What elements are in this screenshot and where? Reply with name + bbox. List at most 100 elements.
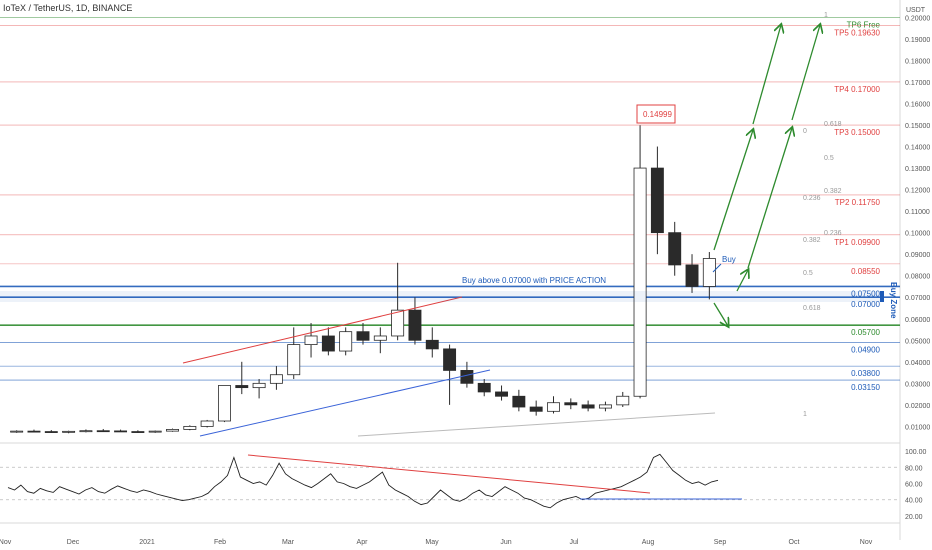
fib-label: 1 (824, 12, 828, 19)
y-tick-label: 0.02000 (905, 403, 930, 410)
candle-body (356, 331, 370, 341)
candle-body (252, 382, 266, 389)
candle-body (287, 344, 301, 376)
y-tick-label: 0.11000 (905, 209, 930, 216)
buy-zone-label: Buy Zone (889, 282, 898, 319)
x-tick-label: Nov (860, 539, 873, 546)
target-arrow (752, 25, 781, 125)
rsi-tick-label: 60.00 (905, 482, 923, 489)
target-arrow (791, 25, 820, 121)
fib-label: 0.382 (803, 237, 821, 244)
y-tick-label: 0.15000 (905, 123, 930, 130)
candle-body (200, 420, 214, 427)
x-tick-label: Feb (214, 539, 226, 546)
candle-body (547, 402, 560, 412)
level-label: TP4 0.17000 (834, 85, 880, 94)
x-tick-label: Jul (570, 539, 579, 546)
down-arrow (713, 302, 728, 326)
rsi-tick-label: 20.00 (905, 514, 923, 521)
x-tick-label: Apr (357, 539, 369, 546)
candle-body (512, 395, 526, 408)
rsi-tick-label: 40.00 (905, 498, 923, 505)
lower-trendline (199, 369, 491, 437)
candle-body (44, 431, 58, 433)
candle-body (495, 391, 508, 397)
level-label: TP6 Free (847, 20, 881, 29)
candle-body (564, 402, 578, 406)
buy-zone-marker (880, 291, 884, 302)
level-label: 0.03800 (851, 369, 880, 378)
candle-body (650, 167, 664, 234)
rsi-line (7, 453, 719, 509)
level-label: 0.05700 (851, 328, 880, 337)
candle-body (616, 395, 630, 406)
fib-base-line (357, 412, 716, 437)
x-tick-label: Dec (67, 539, 80, 546)
x-tick-label: Nov (0, 539, 12, 546)
candle-body (373, 335, 387, 341)
y-tick-label: 0.13000 (905, 166, 930, 173)
candle-body (668, 232, 682, 266)
chart-title: IoTeX / TetherUS, 1D, BINANCE (3, 3, 133, 13)
y-tick-label: 0.04000 (905, 360, 930, 367)
x-tick-label: Sep (714, 539, 727, 546)
peak-label: 0.14999 (643, 110, 672, 119)
y-tick-label: 0.18000 (905, 58, 930, 65)
candle-body (114, 430, 128, 433)
y-tick-label: 0.01000 (905, 424, 930, 431)
candle-body (529, 406, 543, 412)
level-label: 0.07000 (851, 300, 880, 309)
candle-body (391, 309, 405, 337)
y-tick-label: 0.08000 (905, 274, 930, 281)
y-tick-label: 0.03000 (905, 381, 930, 388)
rsi-pane: 100.00 80.00 60.00 40.00 20.00 (0, 449, 927, 521)
candle-body (633, 167, 647, 397)
level-label: 0.03150 (851, 383, 880, 392)
fib-label: 0 (803, 128, 807, 135)
y-tick-label: 0.09000 (905, 252, 930, 259)
level-label: TP1 0.09900 (834, 238, 880, 247)
y-tick-label: 0.07000 (905, 295, 930, 302)
candle-body (269, 374, 283, 384)
buy-label: Buy (722, 255, 736, 264)
y-tick-label: 0.05000 (905, 338, 930, 345)
candles (10, 125, 716, 434)
rsi-tick-label: 80.00 (905, 465, 923, 472)
x-tick-label: Jun (500, 539, 511, 546)
fib-label: 0.618 (824, 121, 842, 128)
candle-body (408, 309, 422, 341)
rsi-tick-label: 100.00 (905, 449, 927, 456)
buy-pointer (712, 263, 722, 273)
level-label: 0.07500 (851, 289, 880, 298)
candle-body (339, 331, 353, 352)
buy-zone-band (0, 291, 880, 302)
target-arrow (736, 270, 748, 292)
fib-label: 0.236 (803, 195, 821, 202)
y-tick-label: 0.16000 (905, 101, 930, 108)
level-label: 0.08550 (851, 267, 880, 276)
candle-body (96, 430, 110, 433)
candle-body (477, 382, 491, 393)
candle-body (581, 404, 595, 409)
candle-body (166, 429, 179, 432)
candle-body (148, 430, 162, 433)
candle-body (79, 430, 93, 433)
candle-body (460, 370, 474, 384)
x-tick-label: Mar (282, 539, 295, 546)
level-label: TP2 0.11750 (835, 198, 881, 207)
y-tick-label: 0.10000 (905, 231, 930, 238)
candle-body (62, 430, 76, 433)
candle-body (183, 425, 197, 430)
y-tick-label: 0.14000 (905, 145, 930, 152)
candle-body (598, 404, 612, 409)
fib-label: 0.236 (824, 230, 842, 237)
candle-body (425, 339, 439, 350)
y-tick-label: 0.06000 (905, 317, 930, 324)
target-arrow (747, 128, 792, 269)
upper-trendline (182, 296, 463, 364)
candle-body (321, 335, 335, 352)
candle-body (218, 385, 231, 422)
x-tick-label: Aug (642, 539, 655, 546)
x-tick-label: Oct (789, 539, 800, 546)
